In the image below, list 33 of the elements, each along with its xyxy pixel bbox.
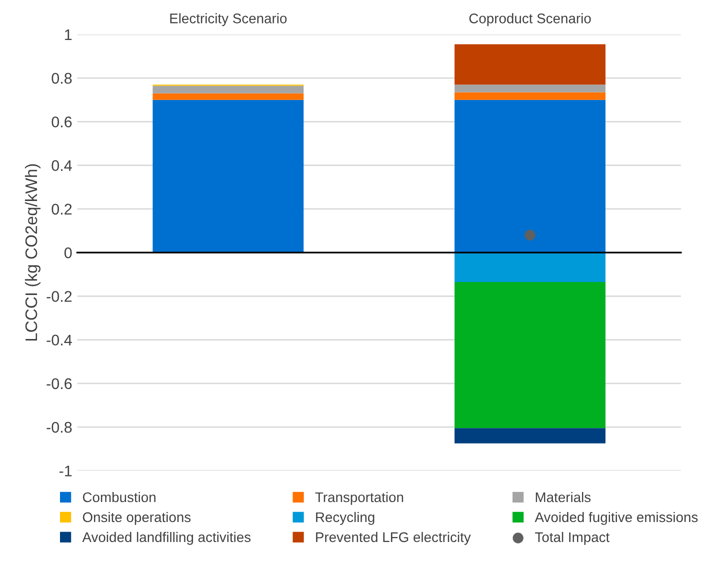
bar bbox=[454, 44, 606, 85]
legend-label: Combustion bbox=[82, 492, 156, 502]
bar bbox=[454, 282, 606, 428]
y-tick-label: 0.6 bbox=[52, 116, 72, 128]
x-tick-label: Electricity Scenario bbox=[170, 13, 287, 26]
legend-label: Materials bbox=[536, 492, 591, 502]
y-axis-title: LCCCI (kg CO2eq/kWh) bbox=[24, 164, 40, 341]
y-tick-label: 0 bbox=[64, 247, 72, 258]
legend-label: Onsite operations bbox=[82, 512, 191, 525]
legend-label: Recycling bbox=[316, 512, 374, 525]
y-tick-label: 0.4 bbox=[52, 160, 72, 171]
y-tick-label: -0.6 bbox=[46, 378, 72, 390]
bar bbox=[454, 100, 606, 253]
y-tick-label: 1 bbox=[65, 29, 72, 40]
bar bbox=[152, 100, 304, 253]
y-tick-label: 0.2 bbox=[52, 204, 72, 215]
legend-label: Total Impact bbox=[535, 532, 610, 545]
legend-label: Prevented LFG electricity bbox=[316, 532, 471, 545]
y-tick-label: -1 bbox=[59, 466, 72, 476]
x-tick-label: Coproduct Scenario bbox=[469, 13, 591, 26]
bar bbox=[152, 86, 304, 94]
bar bbox=[152, 93, 304, 100]
y-tick-label: -0.2 bbox=[46, 291, 72, 302]
y-tick-label: -0.8 bbox=[46, 422, 72, 433]
y-tick-label: 0.8 bbox=[52, 72, 72, 84]
bar bbox=[454, 92, 606, 100]
legend-label: Transportation bbox=[315, 492, 404, 505]
y-tick-label: -0.4 bbox=[46, 334, 72, 346]
bar bbox=[454, 428, 606, 444]
legend-label: Avoided landfilling activities bbox=[82, 532, 251, 545]
legend-label: Avoided fugitive emissions bbox=[534, 512, 698, 525]
bar bbox=[454, 252, 606, 282]
bar bbox=[454, 84, 606, 92]
